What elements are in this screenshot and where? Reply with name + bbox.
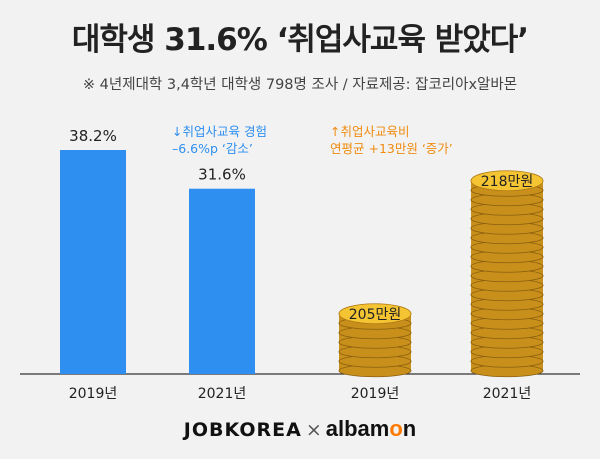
cost-annotation-line-1: ↑취업사교육비 bbox=[330, 124, 409, 139]
albamon-logo-part-c: n bbox=[402, 416, 417, 441]
x-tick-label: 2019년 bbox=[351, 386, 400, 402]
x-tick-label: 2019년 bbox=[69, 386, 118, 402]
albamon-logo-part-b: o bbox=[389, 416, 403, 441]
logo-separator: × bbox=[305, 419, 322, 441]
coin-stack-top-2 bbox=[470, 170, 544, 192]
x-tick-label: 2021년 bbox=[483, 386, 532, 402]
bar-1 bbox=[60, 150, 126, 374]
chart-title: 대학생 31.6% ‘취업사교육 받았다’ bbox=[71, 22, 529, 58]
cost-annotation-line-2: 연평균 +13만원 ‘증가’ bbox=[330, 141, 453, 156]
coin-value-label: 218만원 bbox=[481, 174, 533, 190]
coin-value-label: 205만원 bbox=[349, 307, 401, 323]
albamon-logo-part-a: albam bbox=[325, 416, 390, 441]
coin-stack-top-1 bbox=[338, 303, 412, 325]
bar-value-label: 38.2% bbox=[69, 127, 117, 145]
x-tick-label: 2021년 bbox=[198, 386, 247, 402]
jobkorea-logo: JOBKOREA bbox=[183, 419, 302, 441]
rate-annotation-line-2: –6.6%p ‘감소’ bbox=[172, 141, 253, 156]
albamon-logo: albamon bbox=[326, 416, 417, 441]
bar-2 bbox=[189, 188, 255, 374]
bar-value-label: 31.6% bbox=[198, 166, 246, 184]
footer-logos: JOBKOREA × albamon bbox=[0, 416, 600, 442]
chart-subtitle: ※ 4년제대학 3,4학년 대학생 798명 조사 / 자료제공: 잡코리아x알… bbox=[82, 77, 518, 93]
rate-annotation-line-1: ↓취업사교육 경험 bbox=[172, 124, 267, 139]
